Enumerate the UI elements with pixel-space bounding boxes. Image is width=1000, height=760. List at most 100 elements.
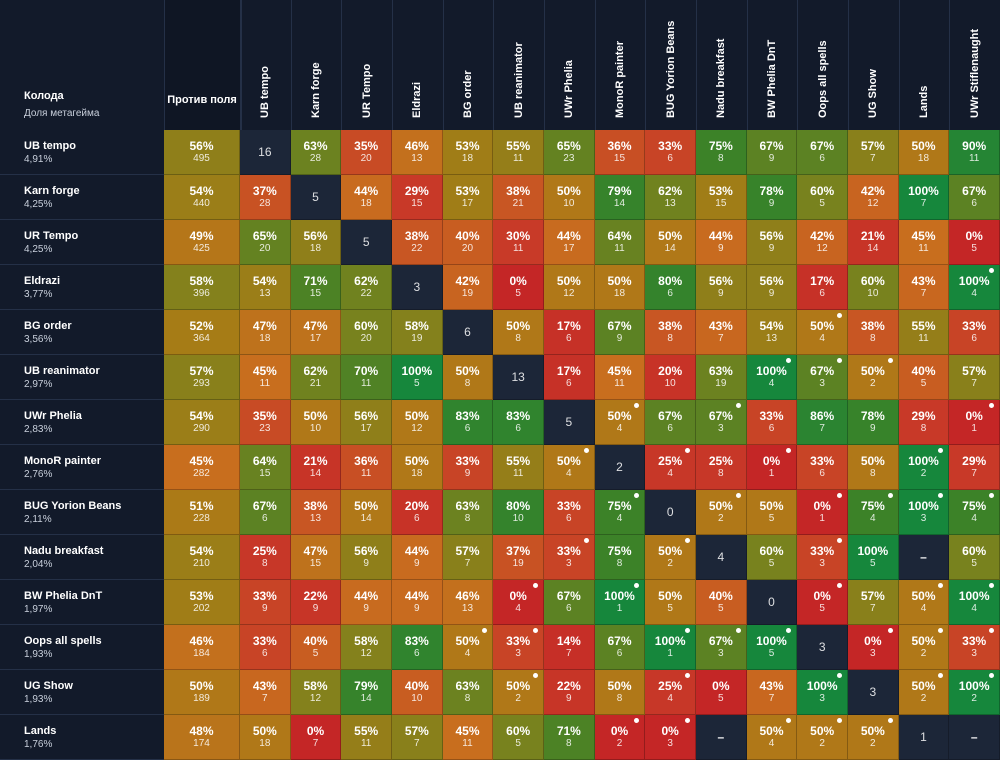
mirror-count: 0 xyxy=(768,595,775,609)
match-count: 15 xyxy=(309,288,322,299)
matchup-cell: 33% 3 xyxy=(797,535,848,580)
win-rate: 100% xyxy=(958,274,990,288)
low-sample-dot-icon xyxy=(988,403,994,408)
win-rate: 50% xyxy=(860,364,885,378)
win-rate: 0% xyxy=(661,724,679,738)
win-rate: 37% xyxy=(252,184,277,198)
matchup-cell: 33% 6 xyxy=(746,400,798,445)
matchup-cell: 50% 18 xyxy=(240,715,291,760)
matchup-cell: 0% 5 xyxy=(696,670,747,715)
win-rate: 43% xyxy=(252,679,277,693)
win-rate: 60% xyxy=(506,724,531,738)
matchup-cell: 100% 4 xyxy=(746,355,798,400)
matchup-cell: 33% 3 xyxy=(493,625,544,670)
win-rate: 71% xyxy=(303,274,328,288)
match-count: 12 xyxy=(411,423,423,434)
match-count: 2 xyxy=(920,468,927,479)
matchup-cell: 67% 6 xyxy=(797,130,848,175)
low-sample-dot-icon xyxy=(836,673,842,678)
match-count: 20 xyxy=(360,333,372,344)
win-rate: 40% xyxy=(404,679,429,693)
match-count: 5 xyxy=(515,738,521,749)
matchup-cell: 42% 12 xyxy=(797,220,848,265)
match-count: 1 xyxy=(667,648,673,659)
win-rate: 55% xyxy=(506,139,531,153)
win-rate: 44% xyxy=(708,229,733,243)
match-count: 15 xyxy=(259,468,271,479)
win-rate: 65% xyxy=(252,229,277,243)
match-count: 20 xyxy=(461,243,474,254)
win-rate: 36% xyxy=(607,139,632,153)
vs-field-cell: 52% 364 xyxy=(164,310,240,355)
match-count: 6 xyxy=(262,648,268,659)
win-rate: 57% xyxy=(189,364,214,378)
mirror-cell: 3 xyxy=(848,670,899,715)
matchup-cell: 56% 9 xyxy=(746,265,798,310)
match-count: 5 xyxy=(819,603,825,614)
win-rate: 20% xyxy=(404,499,429,513)
win-rate: 75% xyxy=(962,499,987,513)
matchup-cell: 47% 18 xyxy=(240,310,291,355)
match-count: 8 xyxy=(718,468,724,479)
win-rate: 51% xyxy=(189,499,214,513)
matchup-cell: 55% 11 xyxy=(493,130,544,175)
low-sample-dot-icon xyxy=(836,538,842,543)
row-label-oops-all-spells: Oops all spells 1,93% xyxy=(0,625,164,670)
low-sample-dot-icon xyxy=(532,583,538,588)
matchup-cell: 44% 17 xyxy=(544,220,595,265)
match-count: 10 xyxy=(664,378,676,389)
meta-share: 3,77% xyxy=(24,288,53,300)
matchup-cell: 58% 19 xyxy=(392,310,443,355)
match-count: 6 xyxy=(566,333,572,344)
matchup-cell: 53% 18 xyxy=(442,130,494,175)
matchup-cell: 54% 13 xyxy=(240,265,291,310)
matchup-cell: 45% 11 xyxy=(240,355,291,400)
win-rate: 58% xyxy=(189,274,214,288)
win-rate: 50% xyxy=(189,679,214,693)
win-rate: 50% xyxy=(911,139,936,153)
low-sample-dot-icon xyxy=(938,673,944,678)
matchup-cell: 67% 6 xyxy=(544,580,595,625)
win-rate: 56% xyxy=(708,274,733,288)
match-count: 6 xyxy=(971,198,977,209)
matchup-cell: 43% 7 xyxy=(746,670,798,715)
matchup-cell: 38% 21 xyxy=(493,175,544,220)
match-count: 4 xyxy=(768,378,775,389)
match-count: 3 xyxy=(667,738,673,749)
match-count: 3 xyxy=(819,378,825,389)
match-count: 11 xyxy=(360,468,372,479)
win-rate: 63% xyxy=(708,364,733,378)
low-sample-dot-icon xyxy=(684,673,690,678)
matchup-cell: 67% 9 xyxy=(746,130,798,175)
win-rate: 37% xyxy=(506,544,531,558)
win-rate: 67% xyxy=(658,409,683,423)
row-label-nadu-breakfast: Nadu breakfast 2,04% xyxy=(0,535,164,580)
match-count: 6 xyxy=(971,333,977,344)
win-rate: 33% xyxy=(658,139,683,153)
match-count: 7 xyxy=(262,693,268,704)
matchup-cell: 50% 14 xyxy=(341,490,392,535)
matchup-cell: 100% 1 xyxy=(594,580,646,625)
win-rate: 38% xyxy=(658,319,683,333)
matchup-cell: 36% 15 xyxy=(594,130,646,175)
matchup-cell: 50% 2 xyxy=(493,670,544,715)
match-count: 2 xyxy=(667,558,673,569)
match-count: 23 xyxy=(563,153,575,164)
deck-name: BW Phelia DnT xyxy=(24,589,103,602)
meta-share: 2,11% xyxy=(24,513,52,525)
win-rate: 83% xyxy=(506,409,531,423)
matchup-cell: 62% 22 xyxy=(341,265,392,310)
win-rate: 43% xyxy=(708,319,733,333)
match-count: 2 xyxy=(971,693,977,704)
match-count: 11 xyxy=(360,738,372,749)
match-count: 12 xyxy=(867,198,879,209)
low-sample-dot-icon xyxy=(786,718,792,723)
mirror-cell: 1 xyxy=(898,715,950,760)
mirror-count: 5 xyxy=(312,190,319,204)
match-count: 2 xyxy=(920,648,927,659)
match-count: 1 xyxy=(768,468,775,479)
matchup-cell: 20% 6 xyxy=(392,490,443,535)
matchup-cell: 43% 7 xyxy=(696,310,747,355)
matchup-cell: 0% 5 xyxy=(493,265,544,310)
deck-name: UWr Phelia xyxy=(24,409,82,422)
